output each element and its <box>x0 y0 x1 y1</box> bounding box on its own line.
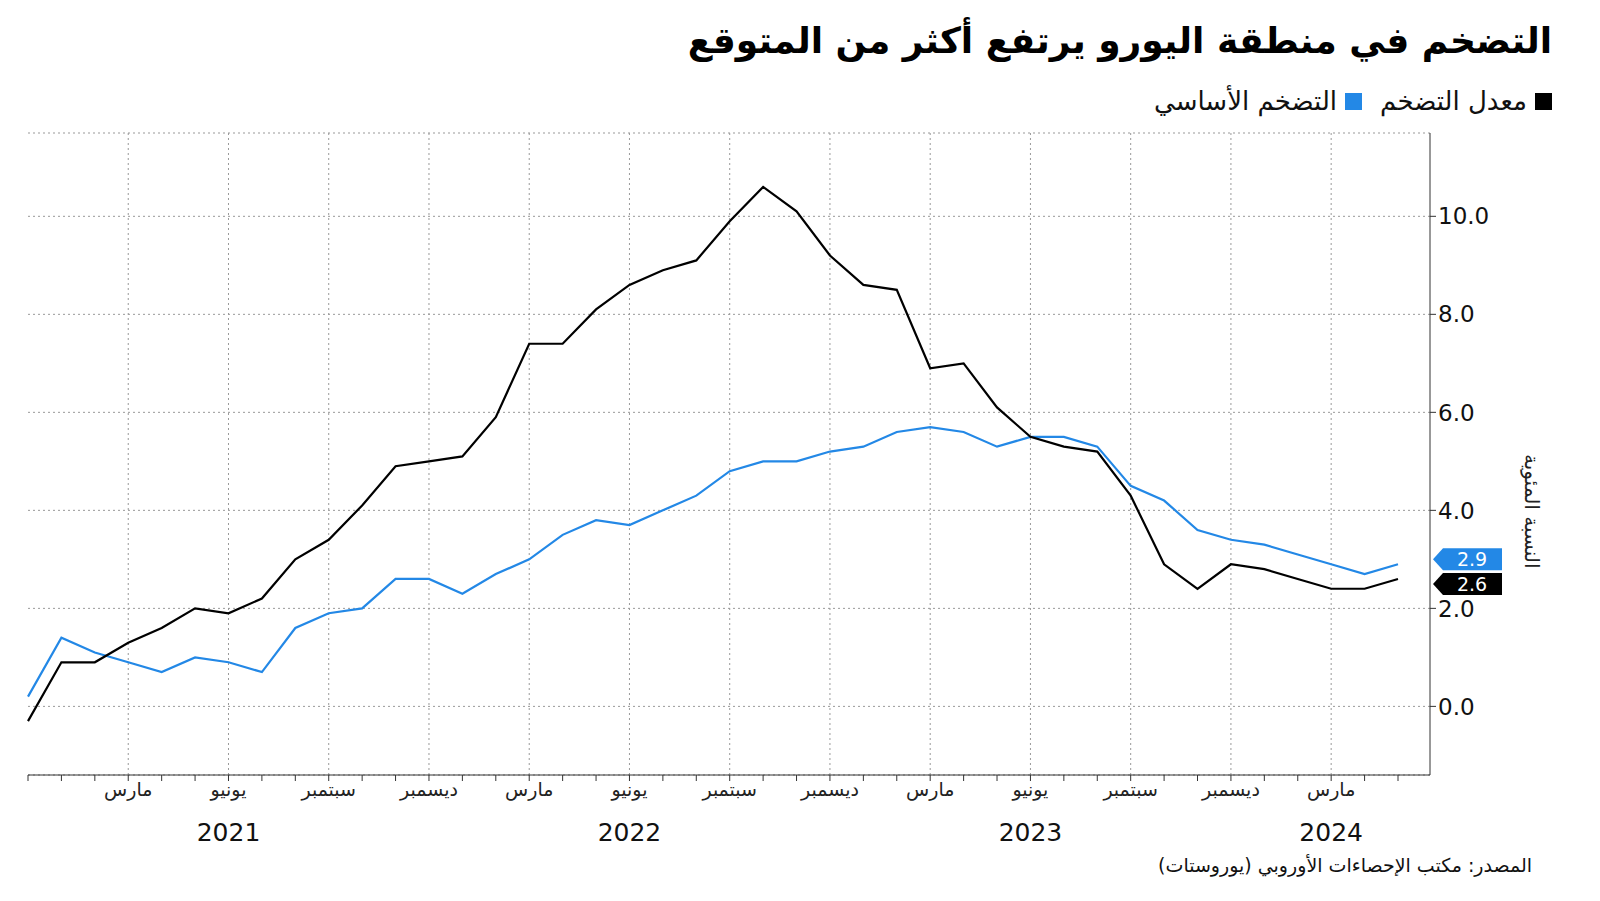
svg-text:2022: 2022 <box>598 818 662 847</box>
html-text:معدل التضخم: معدل التضخم <box>1380 86 1527 116</box>
svg-text:0.0: 0.0 <box>1438 694 1475 720</box>
svg-text:6.0: 6.0 <box>1438 400 1475 426</box>
svg-text:2.0: 2.0 <box>1438 596 1475 622</box>
svg-text:8.0: 8.0 <box>1438 301 1475 327</box>
html-text:التضخم الأساسي: التضخم الأساسي <box>1154 86 1338 116</box>
svg-text:سبتمبر: سبتمبر <box>300 778 356 801</box>
svg-text:2.9: 2.9 <box>1457 548 1487 570</box>
svg-text:ديسمبر: ديسمبر <box>1201 778 1260 801</box>
svg-text:2024: 2024 <box>1299 818 1363 847</box>
html-text:التضخم في منطقة اليورو يرتفع أ: التضخم في منطقة اليورو يرتفع أكثر من الم… <box>687 20 1552 61</box>
html-text:المصدر: مكتب الإحصاءات الأوروب: المصدر: مكتب الإحصاءات الأوروبي (يوروستا… <box>1158 854 1532 876</box>
svg-text:سبتمبر: سبتمبر <box>701 778 757 801</box>
svg-text:2023: 2023 <box>999 818 1063 847</box>
svg-text:ديسمبر: ديسمبر <box>800 778 859 801</box>
svg-text:يونيو: يونيو <box>610 778 647 801</box>
svg-text:2.6: 2.6 <box>1457 573 1487 595</box>
svg-text:ديسمبر: ديسمبر <box>399 778 458 801</box>
svg-text:يونيو: يونيو <box>210 778 247 801</box>
svg-text:مارس: مارس <box>104 778 152 801</box>
svg-text:مارس: مارس <box>1307 778 1355 801</box>
svg-text:مارس: مارس <box>505 778 553 801</box>
svg-text:2021: 2021 <box>197 818 261 847</box>
svg-text:سبتمبر: سبتمبر <box>1102 778 1158 801</box>
svg-text:مارس: مارس <box>906 778 954 801</box>
svg-text:4.0: 4.0 <box>1438 498 1475 524</box>
svg-text:10.0: 10.0 <box>1438 203 1489 229</box>
svg-text:النسبة المئوية: النسبة المئوية <box>1520 454 1544 569</box>
svg-text:يونيو: يونيو <box>1011 778 1048 801</box>
